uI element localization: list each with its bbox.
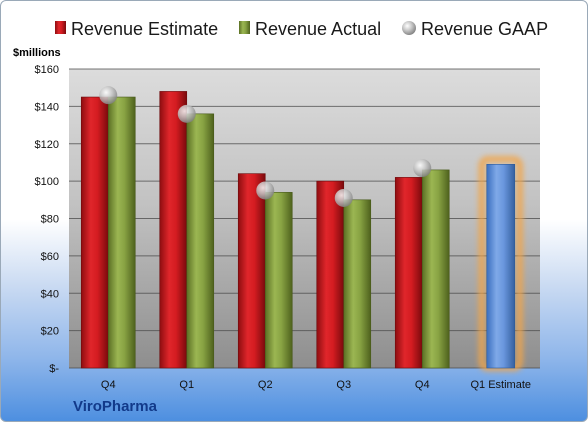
x-tick-label: Q4 [101, 379, 116, 391]
legend-item-revenue-gaap: Revenue GAAP [402, 19, 548, 39]
y-tick-label: $120 [35, 139, 59, 151]
company-name: ViroPharma [73, 398, 157, 415]
gaap-markers [99, 86, 432, 207]
gridlines [69, 68, 540, 369]
bar-revenue-actual [107, 96, 136, 369]
y-tick-label: $20 [41, 326, 59, 338]
bar-revenue-actual [264, 192, 293, 369]
bar-revenue-actual [186, 113, 215, 369]
legend-swatch-actual [239, 21, 250, 34]
y-tick-label: $160 [35, 64, 59, 76]
x-tick-label: Q1 Estimate [470, 379, 531, 391]
x-tick-label: Q1 [179, 379, 194, 391]
marker-revenue-gaap [413, 159, 432, 178]
bars [80, 91, 516, 369]
bar-revenue-estimate [394, 177, 423, 369]
legend-item-revenue-estimate: Revenue Estimate [55, 19, 218, 39]
y-tick-label: $40 [41, 288, 59, 300]
y-tick-label: $100 [35, 176, 59, 188]
bar-revenue-actual [343, 199, 372, 369]
legend-item-revenue-actual: Revenue Actual [239, 19, 381, 39]
y-tick-label: $80 [41, 214, 59, 226]
legend-label-gaap: Revenue GAAP [421, 19, 548, 39]
marker-revenue-gaap [99, 86, 118, 105]
bar-revenue-estimate-highlight [486, 164, 516, 369]
bar-revenue-estimate [316, 180, 345, 369]
y-tick-label: $- [49, 363, 59, 375]
marker-revenue-gaap [334, 188, 353, 207]
marker-revenue-gaap [177, 104, 196, 123]
y-axis-ticks: $- $20 $40 $60 $80 $100 $120 $140 $160 [35, 64, 60, 375]
x-axis-ticks: Q4 Q1 Q2 Q3 Q4 Q1 Estimate [101, 379, 531, 391]
bar-revenue-actual [421, 169, 450, 369]
x-tick-label: Q3 [336, 379, 351, 391]
legend: Revenue Estimate Revenue Actual Revenue … [55, 19, 548, 39]
y-tick-label: $140 [35, 101, 59, 113]
legend-label-estimate: Revenue Estimate [71, 19, 218, 39]
marker-revenue-gaap [256, 181, 275, 200]
y-tick-label: $60 [41, 251, 59, 263]
bar-revenue-estimate [237, 173, 266, 369]
x-tick-label: Q4 [415, 379, 430, 391]
legend-swatch-gaap [402, 21, 416, 35]
y-axis-unit: $millions [13, 47, 61, 59]
legend-label-actual: Revenue Actual [255, 19, 381, 39]
bar-revenue-estimate [159, 91, 188, 369]
legend-swatch-estimate [55, 21, 66, 34]
x-tick-label: Q2 [258, 379, 273, 391]
bar-revenue-estimate [80, 96, 109, 369]
